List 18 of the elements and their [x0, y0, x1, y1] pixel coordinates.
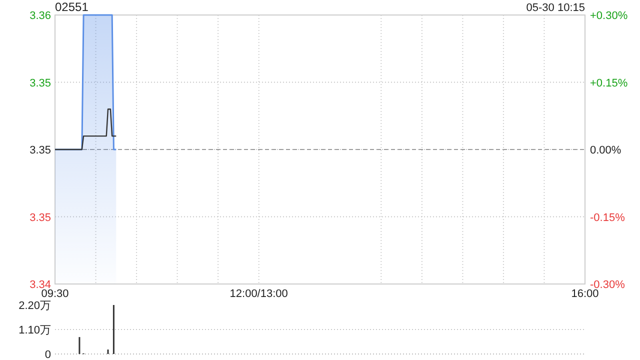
y-tick-label: 3.36: [30, 10, 51, 22]
x-tick-label: 09:30: [41, 288, 69, 300]
chart-subtitle: 05-30 10:15: [526, 2, 585, 14]
y-tick-label: 3.35: [30, 212, 51, 224]
y-tick-label: 3.35: [30, 144, 51, 156]
y2-tick-label: -0.15%: [590, 212, 626, 224]
x-tick-label: 16:00: [571, 288, 599, 300]
x-tick-label: 12:00/13:00: [230, 288, 288, 300]
y-tick-label: 1.10万: [18, 324, 51, 336]
y2-tick-label: -0.30%: [590, 279, 626, 291]
chart-title: 02551: [55, 0, 89, 14]
y2-tick-label: +0.15%: [590, 77, 628, 90]
y-tick-label: 2.20万: [18, 300, 51, 312]
y-tick-label: 3.35: [30, 77, 51, 90]
y2-tick-label: +0.30%: [590, 10, 628, 22]
y-tick-label: 0: [44, 349, 51, 360]
y2-tick-label: 0.00%: [590, 144, 622, 156]
y-tick-label: 3.34: [30, 279, 51, 291]
